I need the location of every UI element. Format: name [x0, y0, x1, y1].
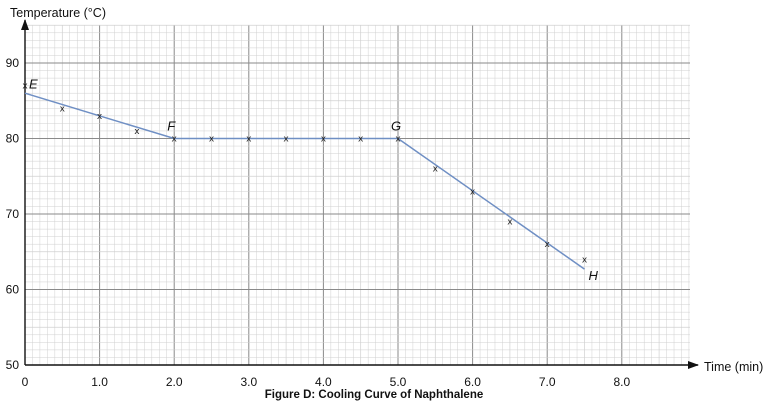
data-point-marker: x	[60, 104, 66, 114]
data-point-marker: x	[545, 240, 551, 250]
x-axis-title: Time (min)	[704, 360, 763, 374]
data-point-marker: x	[97, 112, 103, 122]
y-tick-label: 70	[6, 207, 20, 221]
data-point-marker: x	[246, 135, 252, 145]
point-label-h: H	[589, 268, 599, 283]
x-tick-label: 0	[22, 375, 29, 389]
point-label-e: E	[29, 77, 38, 92]
y-tick-label: 90	[6, 56, 20, 70]
y-tick-label: 60	[6, 283, 20, 297]
data-point-marker: x	[395, 135, 401, 145]
x-tick-label: 2.0	[166, 375, 183, 389]
best-fit-line-group	[24, 92, 585, 270]
x-tick-label: 1.0	[91, 375, 108, 389]
data-point-marker: x	[358, 135, 364, 145]
axes	[21, 19, 699, 369]
y-tick-label: 80	[6, 132, 20, 146]
data-point-marker: x	[507, 218, 513, 228]
x-tick-label: 6.0	[464, 375, 481, 389]
data-point-marker: x	[582, 255, 588, 265]
point-label-g: G	[391, 119, 401, 134]
x-tick-label: 8.0	[613, 375, 630, 389]
x-tick-label: 4.0	[315, 375, 332, 389]
figure-caption: Figure D: Cooling Curve of Naphthalene	[265, 389, 484, 401]
data-point-marker: x	[22, 82, 28, 92]
data-markers: x x x x x x x x x x x x x x x x	[22, 82, 588, 266]
y-axis-title: Temperature (°C)	[10, 6, 106, 20]
tick-labels: 0 1.0 2.0 3.0 4.0 5.0 6.0 7.0 8.0 50 60 70 80 90	[6, 56, 631, 389]
data-point-marker: x	[209, 135, 215, 145]
data-point-marker: x	[470, 187, 476, 197]
grid	[24, 24, 690, 366]
point-labels: E F G H	[29, 77, 599, 283]
y-tick-label: 50	[6, 358, 20, 372]
data-point-marker: x	[134, 127, 140, 137]
y-axis-arrowhead	[21, 19, 29, 30]
x-tick-label: 7.0	[539, 375, 556, 389]
x-tick-label: 5.0	[390, 375, 407, 389]
point-label-f: F	[167, 119, 176, 134]
data-point-marker: x	[283, 135, 289, 145]
data-point-marker: x	[433, 165, 439, 175]
data-point-marker: x	[172, 135, 178, 145]
x-tick-label: 3.0	[240, 375, 257, 389]
x-axis-arrowhead	[688, 361, 699, 369]
best-fit-line	[24, 92, 585, 270]
data-point-marker: x	[321, 135, 327, 145]
